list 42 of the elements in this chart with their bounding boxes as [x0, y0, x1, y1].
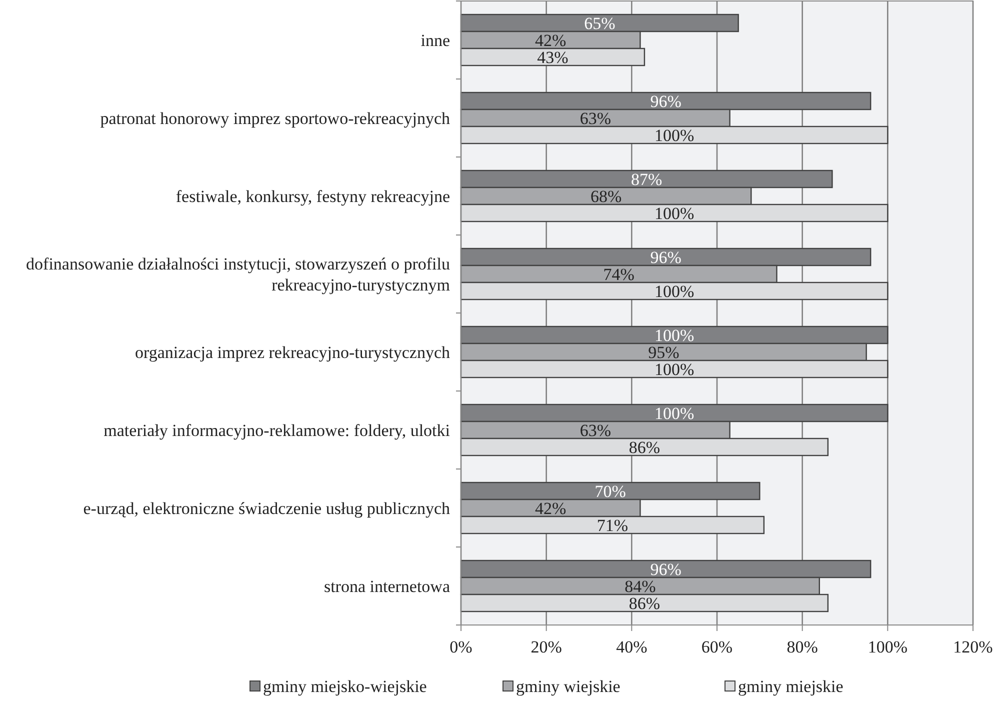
data-label: 100%: [654, 326, 694, 345]
data-label: 43%: [537, 48, 568, 67]
y-tick-label: e-urząd, elektroniczne świadczenie usług publicznych: [83, 499, 450, 518]
data-label: 96%: [650, 248, 682, 267]
data-label: 63%: [580, 421, 611, 440]
data-label: 68%: [590, 187, 622, 206]
x-tick-label: 0%: [450, 638, 472, 657]
y-tick-label: patronat honorowy imprez sportowo-rekreacyjnych: [100, 109, 450, 128]
legend-label: gminy wiejskie: [516, 677, 620, 696]
x-tick-label: 100%: [868, 638, 908, 657]
data-label: 74%: [603, 265, 634, 284]
y-tick-label: inne: [420, 31, 450, 50]
y-tick-label: dofinansowanie działalności instytucji, stowarzyszeń o profilu rekreacyjno-turystycznym: [26, 254, 450, 294]
data-label: 95%: [648, 343, 680, 362]
data-label: 87%: [631, 170, 662, 189]
x-tick-label: 120%: [953, 638, 993, 657]
data-label: 71%: [596, 516, 628, 535]
data-label: 42%: [535, 499, 566, 518]
data-label: 65%: [584, 14, 616, 33]
data-label: 100%: [654, 204, 694, 223]
y-tick-label: strona internetowa: [324, 577, 450, 596]
data-label: 96%: [650, 560, 682, 579]
x-tick-label: 20%: [530, 638, 562, 657]
data-label: 63%: [580, 109, 611, 128]
data-label: 100%: [654, 360, 694, 379]
y-tick-label: materiały informacyjno-reklamowe: foldery, ulotki: [104, 421, 450, 440]
x-tick-label: 80%: [786, 638, 818, 657]
data-label: 70%: [594, 482, 626, 501]
x-tick-label: 40%: [616, 638, 648, 657]
data-label: 86%: [628, 594, 660, 613]
data-label: 96%: [650, 92, 682, 111]
legend-label: gminy miejskie: [738, 677, 844, 696]
data-label: 100%: [654, 126, 694, 145]
data-label: 86%: [628, 438, 660, 457]
data-label: 42%: [535, 31, 566, 50]
x-tick-label: 60%: [701, 638, 733, 657]
y-tick-label: festiwale, konkursy, festyny rekreacyjne: [176, 187, 450, 206]
data-label: 100%: [654, 282, 694, 301]
data-label: 100%: [654, 404, 694, 423]
legend-label: gminy miejsko-wiejskie: [263, 677, 427, 696]
y-tick-label: organizacja imprez rekreacyjno-turystycznych: [135, 343, 450, 362]
data-label: 84%: [624, 577, 656, 596]
